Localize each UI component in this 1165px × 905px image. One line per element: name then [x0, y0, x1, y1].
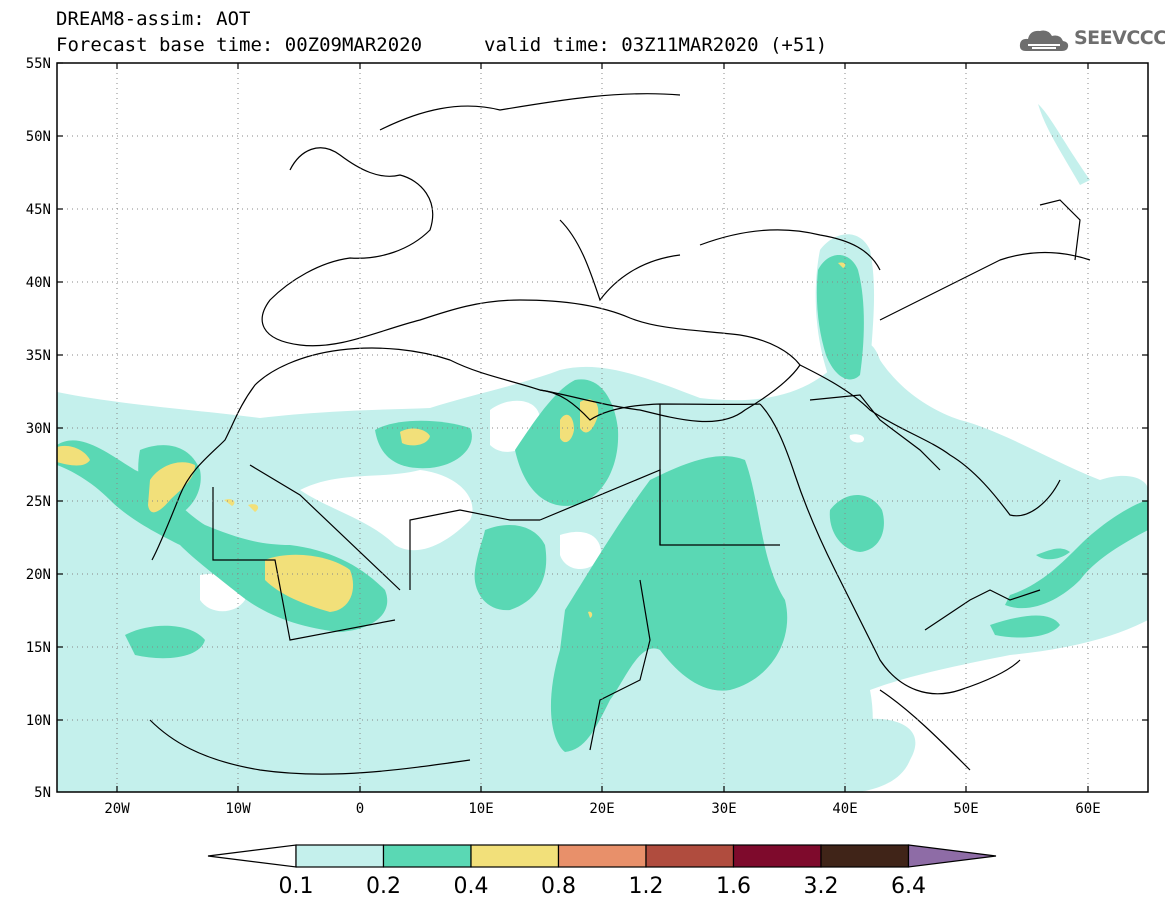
lat-label-10n: 10N	[26, 713, 51, 729]
title-line-1: DREAM8-assim: AOT	[56, 8, 251, 30]
lon-label-0: 0	[356, 801, 364, 817]
lon-label-10e: 10E	[468, 801, 493, 817]
colorbar-box-4	[645, 844, 735, 868]
logo-text: SEEVCCC	[1074, 27, 1165, 49]
colorbar-label-7: 6.4	[891, 874, 926, 899]
lat-label-15n: 15N	[26, 640, 51, 656]
colorbar-label-4: 1.2	[629, 874, 664, 899]
graticule	[57, 63, 1148, 792]
lat-label-45n: 45N	[26, 202, 51, 218]
aot-fill-layer	[57, 104, 1148, 792]
lat-label-35n: 35N	[26, 348, 51, 364]
lat-label-40n: 40N	[26, 275, 51, 291]
colorbar-label-2: 0.4	[454, 874, 489, 899]
lon-label-20w: 20W	[104, 801, 130, 817]
colorbar-label-1: 0.2	[366, 874, 401, 899]
colorbar-box-5	[732, 844, 822, 868]
lon-label-50e: 50E	[953, 801, 978, 817]
cloud-icon	[1019, 30, 1069, 51]
colorbar-label-5: 1.6	[716, 874, 751, 899]
lon-label-10w: 10W	[225, 801, 251, 817]
lat-label-5n: 5N	[34, 785, 51, 801]
valid-time: valid time: 03Z11MAR2020 (+51)	[484, 34, 828, 56]
colorbar-box-6	[820, 844, 910, 868]
colorbar-box-0	[295, 844, 385, 868]
lat-label-50n: 50N	[26, 129, 51, 145]
lat-label-55n: 55N	[26, 56, 51, 72]
seevccc-logo: SEEVCCC	[1018, 25, 1165, 55]
lat-label-30n: 30N	[26, 421, 51, 437]
colorbar-label-3: 0.8	[541, 874, 576, 899]
colorbar-box-2	[470, 844, 560, 868]
colorbar-box-1	[382, 844, 472, 868]
lat-label-25n: 25N	[26, 494, 51, 510]
lon-label-20e: 20E	[589, 801, 614, 817]
colorbar-high-arrow	[907, 844, 997, 868]
colorbar-box-3	[557, 844, 647, 868]
colorbar-label-0: 0.1	[279, 874, 314, 899]
lon-label-30e: 30E	[711, 801, 736, 817]
lon-label-40e: 40E	[832, 801, 857, 817]
title-line-2: Forecast base time: 00Z09MAR2020	[56, 34, 423, 56]
colorbar-label-6: 3.2	[804, 874, 839, 899]
colorbar-low-arrow	[207, 844, 297, 868]
lon-labels: 20W 10W 0 10E 20E 30E 40E 50E 60E	[104, 801, 1100, 817]
colorbar-labels: 0.1 0.2 0.4 0.8 1.2 1.6 3.2 6.4	[279, 874, 927, 899]
axis-ticks	[57, 62, 1148, 792]
lat-label-20n: 20N	[26, 567, 51, 583]
lat-labels: 55N 50N 45N 40N 35N 30N 25N 20N 15N 10N …	[26, 56, 51, 801]
lon-label-60e: 60E	[1075, 801, 1100, 817]
colorbar	[207, 844, 997, 868]
